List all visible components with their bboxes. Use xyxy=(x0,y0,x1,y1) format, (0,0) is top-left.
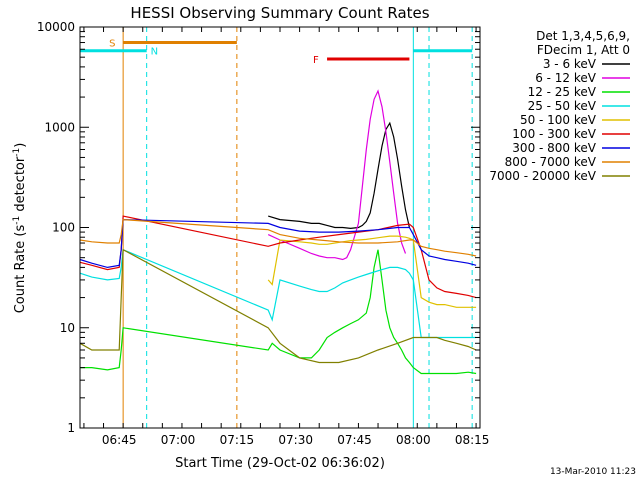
legend-label-6: 300 - 800 keV xyxy=(512,141,596,155)
x-axis-label: Start Time (29-Oct-02 06:36:02) xyxy=(175,456,385,471)
x-tick-label-6: 08:15 xyxy=(455,433,490,447)
x-tick-label-5: 08:00 xyxy=(396,433,431,447)
y-tick-label-4: 10000 xyxy=(37,20,75,34)
legend-label-7: 800 - 7000 keV xyxy=(505,155,597,169)
y-tick-label-1: 10 xyxy=(60,321,75,335)
series-line-2 xyxy=(80,249,477,375)
flag-label-2: F xyxy=(313,55,319,66)
x-tick-label-4: 07:45 xyxy=(337,433,372,447)
flag-label-1: N xyxy=(151,47,158,58)
plot-area: S N F xyxy=(79,27,477,428)
legend-label-1: 6 - 12 keV xyxy=(535,71,597,85)
x-tick-label-1: 07:00 xyxy=(161,433,196,447)
y-axis-label-sup2: -1 xyxy=(12,148,22,157)
y-tick-label-0: 1 xyxy=(67,421,75,435)
series-line-8 xyxy=(79,248,477,364)
series-line-0 xyxy=(268,121,410,230)
y-tick-label-3: 1000 xyxy=(44,120,75,134)
y-tick-label-2: 100 xyxy=(52,221,75,235)
timestamp: 13-Mar-2010 11:23 xyxy=(550,467,636,477)
legend-label-2: 12 - 25 keV xyxy=(528,85,597,99)
legend-header-line-2: FDecim 1, Att 0 xyxy=(537,43,630,57)
legend-label-4: 50 - 100 keV xyxy=(520,113,597,127)
y-axis-label-main: Count Rate (s xyxy=(13,225,28,314)
flag-label-0: S xyxy=(109,39,115,50)
y-axis-label: Count Rate (s-1 detector-1) xyxy=(12,143,28,314)
y-axis-label-mid: detector xyxy=(13,156,28,216)
legend-label-5: 100 - 300 keV xyxy=(512,127,596,141)
legend-header-line-1: Det 1,3,4,5,6,9, xyxy=(536,29,630,43)
legend-label-3: 25 - 50 keV xyxy=(528,99,597,113)
series-line-4 xyxy=(267,235,477,308)
chart-title: HESSI Observing Summary Count Rates xyxy=(130,4,429,22)
x-tick-label-3: 07:30 xyxy=(278,433,313,447)
series-line-1 xyxy=(267,89,407,261)
series-line-6 xyxy=(79,218,477,269)
y-axis-label-end: ) xyxy=(13,143,28,148)
x-tick-label-0: 06:45 xyxy=(102,433,137,447)
x-tick-label-2: 07:15 xyxy=(220,433,255,447)
series-line-7 xyxy=(79,218,477,257)
y-axis-label-sup1: -1 xyxy=(12,216,22,225)
axis-ticks: 06:45 07:00 07:15 07:30 07:45 08:00 08:15 1 10 10… xyxy=(37,20,490,447)
legend-label-8: 7000 - 20000 keV xyxy=(489,169,596,183)
legend-label-0: 3 - 6 keV xyxy=(543,57,597,71)
